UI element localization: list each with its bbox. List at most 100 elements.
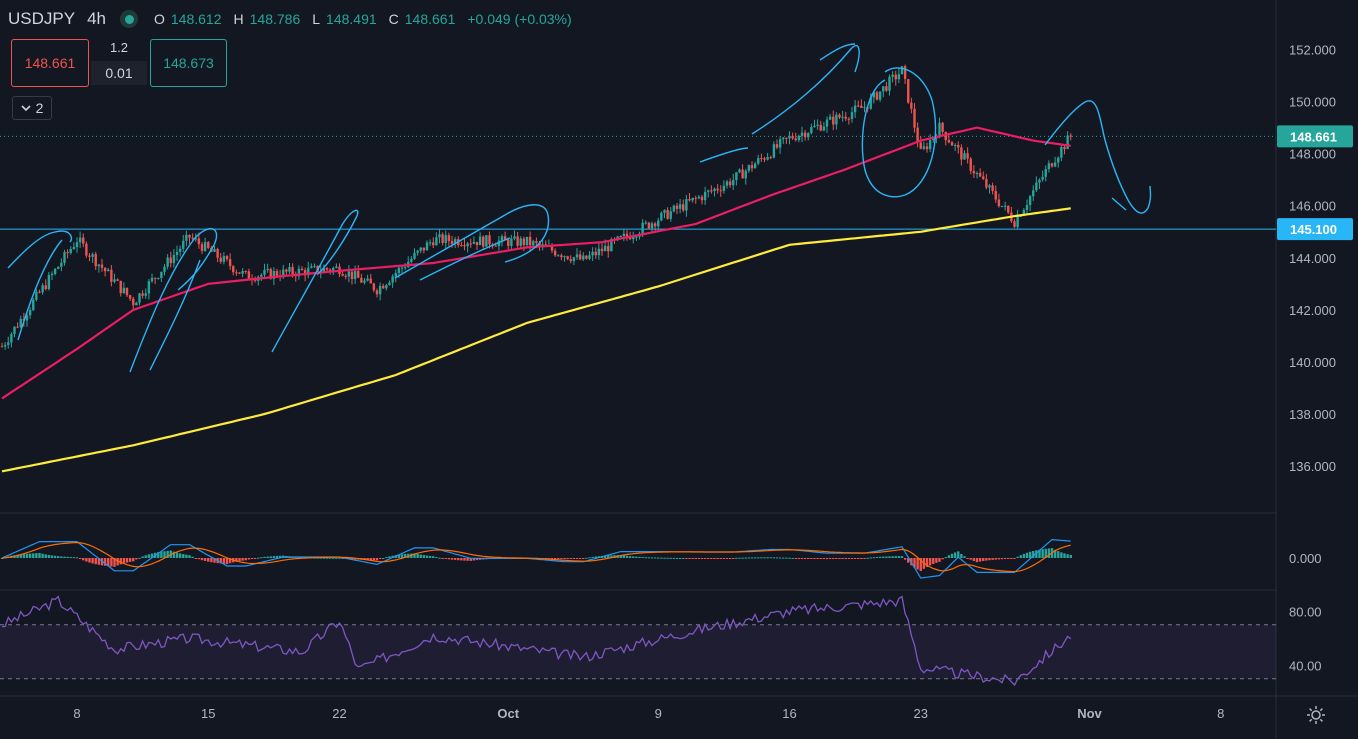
macd-histogram-bar	[19, 554, 22, 558]
candle-body	[844, 116, 847, 119]
macd-histogram-bar	[425, 555, 429, 558]
indicators-toggle-button[interactable]: 2	[12, 96, 52, 120]
candle-body	[28, 309, 32, 316]
macd-histogram-bar	[763, 557, 766, 559]
buy-button[interactable]: 148.673	[150, 39, 227, 87]
macd-histogram-bar	[757, 557, 760, 559]
candle-body	[894, 74, 897, 80]
candle-body	[260, 274, 263, 277]
candle-body	[157, 278, 160, 280]
candle-body	[969, 158, 972, 171]
candle-body	[453, 239, 457, 244]
spread-value: 1.2	[109, 40, 129, 55]
candle-body	[753, 163, 757, 169]
candle-body	[466, 243, 469, 247]
candle-body	[394, 273, 397, 277]
macd-histogram-bar	[60, 556, 63, 558]
macd-histogram-bar	[132, 558, 135, 562]
macd-histogram-bar	[575, 558, 579, 559]
candle-body	[807, 133, 810, 138]
lot-size-input[interactable]: 0.01	[91, 61, 147, 85]
candle-body	[847, 118, 851, 120]
candle-body	[788, 135, 791, 139]
candle-body	[853, 105, 857, 113]
macd-histogram-bar	[128, 558, 132, 562]
macd-histogram-bar	[44, 554, 47, 558]
candle-body	[903, 66, 907, 80]
rsi-pane	[0, 595, 1276, 687]
candle-body	[1016, 216, 1019, 227]
time-tick-label: 8	[73, 706, 80, 721]
candle-body	[910, 102, 913, 109]
candle-body	[897, 74, 901, 80]
candle-body	[285, 269, 288, 272]
macd-histogram-bar	[997, 558, 1001, 560]
candle-body	[994, 190, 997, 200]
time-tick-label: 23	[914, 706, 928, 721]
candle-body	[560, 255, 563, 258]
candle-body	[344, 275, 347, 277]
gear-icon[interactable]	[1306, 705, 1326, 725]
macd-histogram-bar	[228, 558, 232, 564]
candle-body	[625, 233, 629, 237]
candle-body	[269, 268, 272, 279]
macd-histogram-bar	[1032, 550, 1035, 558]
macd-histogram-bar	[966, 558, 969, 559]
candle-body	[397, 267, 401, 274]
candle-body	[275, 271, 279, 277]
time-tick-label: 9	[655, 706, 662, 721]
macd-histogram-bar	[657, 557, 660, 559]
candle-body	[735, 172, 738, 181]
candle-body	[266, 268, 269, 270]
candle-body	[622, 233, 626, 237]
timeframe-label[interactable]: 4h	[87, 9, 106, 28]
candle-body	[413, 252, 416, 259]
macd-histogram-bar	[925, 558, 929, 567]
candle-body	[694, 197, 697, 199]
macd-histogram-bar	[341, 558, 344, 559]
trendline-drawings[interactable]	[7, 43, 1152, 373]
candle-body	[353, 271, 357, 280]
candle-body	[0, 346, 4, 348]
macd-histogram-bar	[194, 558, 197, 559]
time-tick-label: Nov	[1077, 706, 1102, 721]
candle-body	[416, 250, 419, 253]
macd-histogram-bar	[338, 557, 341, 559]
candle-body	[460, 245, 463, 247]
candle-body	[113, 279, 116, 282]
candle-body	[744, 170, 747, 179]
candle-body	[391, 276, 394, 283]
macd-histogram-bar	[460, 558, 463, 561]
macd-histogram-bar	[403, 554, 407, 558]
macd-histogram-bar	[982, 558, 985, 562]
macd-histogram-bar	[244, 558, 247, 561]
trend-sketch	[129, 228, 218, 373]
macd-histogram-bar	[116, 558, 119, 566]
candle-body	[425, 242, 429, 251]
trend-sketch	[1044, 100, 1152, 214]
signal-line	[1, 541, 1071, 573]
macd-histogram-bar	[138, 557, 141, 559]
price-tick-label: 150.000	[1289, 95, 1336, 110]
candle-body	[57, 266, 60, 269]
candle-body	[660, 212, 663, 221]
candle-body	[122, 287, 126, 294]
candle-body	[797, 135, 801, 141]
macd-histogram-bar	[88, 558, 91, 563]
macd-histogram-bar	[82, 558, 85, 561]
macd-histogram-bar	[828, 558, 832, 559]
price-tick-label: 138.000	[1289, 407, 1336, 422]
sell-button[interactable]: 148.661	[11, 39, 89, 87]
symbol-name[interactable]: USDJPY	[8, 9, 76, 28]
macd-histogram-bar	[882, 556, 885, 558]
candle-body	[213, 248, 216, 252]
candle-body	[53, 268, 57, 274]
candle-body	[494, 245, 497, 247]
macd-histogram-bar	[978, 558, 982, 562]
candle-body	[478, 236, 482, 246]
candle-body	[10, 334, 13, 343]
change-value: +0.049 (+0.03%)	[467, 11, 572, 27]
macd-histogram-bar	[785, 557, 788, 559]
macd-histogram-bar	[594, 556, 597, 558]
